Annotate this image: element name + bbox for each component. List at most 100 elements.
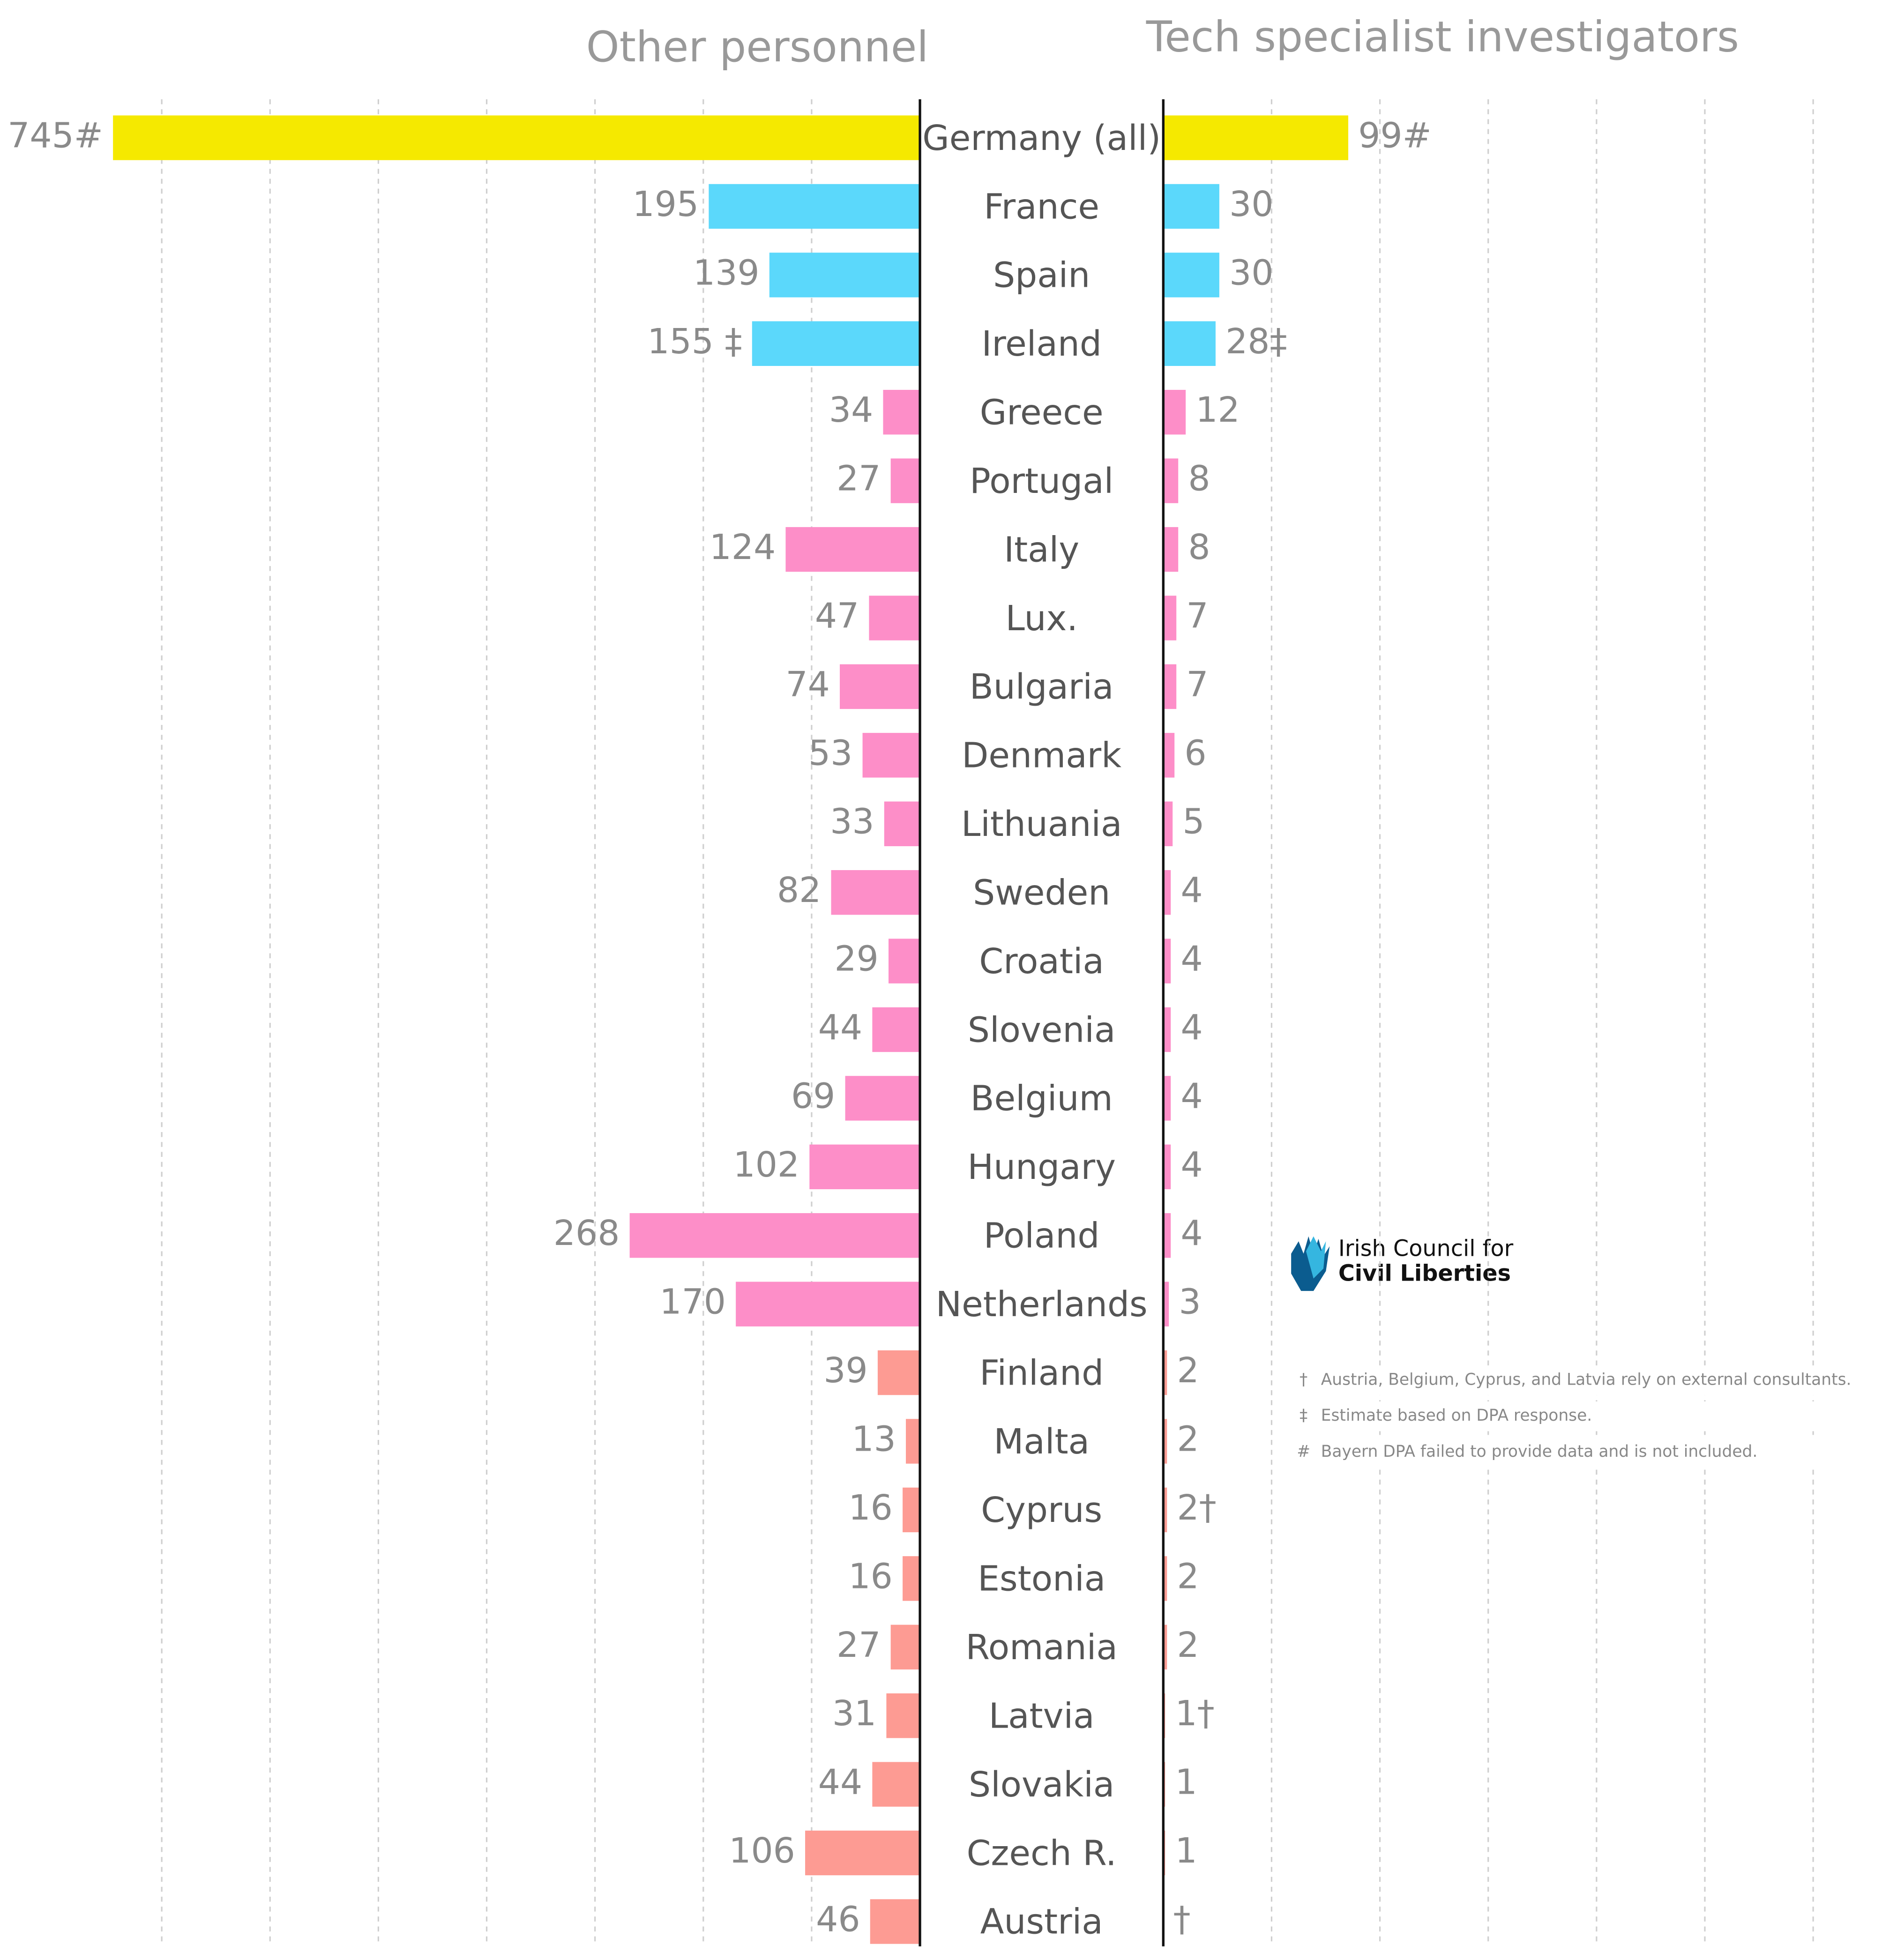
right-bar <box>1163 1282 1169 1327</box>
right-value-label: 4 <box>1180 1213 1202 1253</box>
right-bar <box>1163 1350 1167 1395</box>
label-bg <box>922 1753 1161 1816</box>
left-bar <box>872 1762 920 1807</box>
label-bg <box>922 1479 1161 1541</box>
right-value-label: 4 <box>1180 1007 1202 1048</box>
category-label: Austria <box>980 1902 1103 1942</box>
right-bar <box>1163 1076 1171 1121</box>
left-value-label: 170 <box>659 1282 726 1322</box>
left-value-label: 27 <box>836 1625 881 1665</box>
left-value-label: 44 <box>818 1762 862 1803</box>
right-bar <box>1163 115 1349 160</box>
note-bg <box>1291 1437 1837 1468</box>
label-bg <box>922 313 1161 375</box>
note-bg <box>1291 1401 1837 1431</box>
left-bar <box>862 733 920 778</box>
right-value-label: 1† <box>1175 1693 1214 1734</box>
left-value-label: 745# <box>7 116 103 156</box>
left-value-label: 155 ‡ <box>647 321 742 362</box>
left-value-label: 29 <box>834 939 878 979</box>
left-bar <box>736 1282 920 1327</box>
left-bar <box>805 1830 920 1876</box>
label-bg <box>922 518 1161 581</box>
left-title: Other personnel <box>586 22 929 72</box>
right-value-label: 2 <box>1177 1419 1199 1460</box>
right-value-label: 7 <box>1186 596 1208 636</box>
right-value-label: 4 <box>1180 1145 1202 1185</box>
right-value-label: 4 <box>1180 1076 1202 1116</box>
left-bar <box>889 939 920 984</box>
right-value-label: 4 <box>1180 939 1202 979</box>
right-bar <box>1163 1007 1171 1052</box>
label-bg <box>922 1822 1161 1884</box>
category-label: Estonia <box>978 1559 1105 1599</box>
left-bar <box>886 1693 920 1738</box>
left-bar <box>785 527 920 572</box>
note-symbol: ‡ <box>1300 1406 1307 1425</box>
right-value-label: 99# <box>1358 116 1432 156</box>
logo-text: Civil Liberties <box>1338 1261 1511 1287</box>
right-bar <box>1163 596 1177 641</box>
right-value-label: 2 <box>1177 1350 1199 1391</box>
note-text: Austria, Belgium, Cyprus, and Latvia rel… <box>1321 1370 1852 1389</box>
left-value-label: 74 <box>785 664 829 705</box>
category-label: Belgium <box>971 1079 1113 1119</box>
right-value-label: † <box>1173 1899 1190 1939</box>
logo-icon <box>1291 1236 1330 1291</box>
left-bar <box>877 1350 920 1395</box>
right-value-label: 30 <box>1229 184 1273 224</box>
category-label: Lux. <box>1005 598 1077 639</box>
left-value-label: 268 <box>553 1213 620 1253</box>
category-label: Romania <box>966 1627 1118 1668</box>
note-bg <box>1291 1365 1837 1395</box>
category-label: Lithuania <box>961 804 1122 844</box>
right-value-label: 2 <box>1177 1556 1199 1596</box>
category-label: Czech R. <box>967 1833 1117 1873</box>
left-value-label: 139 <box>693 253 760 293</box>
right-value-label: 6 <box>1184 733 1206 773</box>
right-value-label: 28‡ <box>1225 321 1287 362</box>
left-value-label: 53 <box>808 733 852 773</box>
right-value-label: 8 <box>1188 459 1210 499</box>
right-bar <box>1163 1556 1167 1601</box>
label-bg <box>922 1341 1161 1404</box>
right-value-label: 12 <box>1195 390 1240 430</box>
label-bg <box>922 244 1161 306</box>
left-value-label: 82 <box>777 870 821 910</box>
label-bg <box>922 106 1161 169</box>
label-bg <box>922 1204 1161 1267</box>
label-bg <box>922 1684 1161 1747</box>
left-value-label: 106 <box>729 1831 795 1871</box>
right-bar <box>1163 1487 1167 1533</box>
right-value-label: 4 <box>1180 870 1202 910</box>
left-value-label: 31 <box>832 1693 876 1734</box>
note-text: Bayern DPA failed to provide data and is… <box>1321 1442 1758 1461</box>
left-value-label: 39 <box>823 1350 867 1391</box>
left-bar <box>906 1419 920 1464</box>
label-bg <box>922 175 1161 238</box>
left-value-label: 69 <box>791 1076 835 1116</box>
left-bar <box>840 664 920 709</box>
label-bg <box>922 449 1161 512</box>
label-bg <box>922 930 1161 992</box>
left-bar <box>113 115 920 160</box>
left-bar <box>752 321 920 366</box>
label-bg <box>922 656 1161 718</box>
label-bg <box>922 1273 1161 1335</box>
left-value-label: 195 <box>633 184 699 224</box>
right-value-label: 5 <box>1182 802 1204 842</box>
category-label: Spain <box>993 255 1090 296</box>
right-bar <box>1163 458 1179 503</box>
left-value-label: 13 <box>851 1419 896 1460</box>
left-bar <box>884 801 920 846</box>
category-label: Bulgaria <box>970 667 1114 707</box>
left-bar <box>709 184 920 229</box>
left-bar <box>629 1213 920 1258</box>
left-bar <box>872 1007 920 1052</box>
right-bar <box>1163 527 1179 572</box>
category-label: Finland <box>979 1353 1104 1393</box>
left-value-label: 34 <box>829 390 873 430</box>
right-bar <box>1163 1144 1171 1190</box>
label-bg <box>922 861 1161 924</box>
left-value-label: 47 <box>815 596 859 636</box>
